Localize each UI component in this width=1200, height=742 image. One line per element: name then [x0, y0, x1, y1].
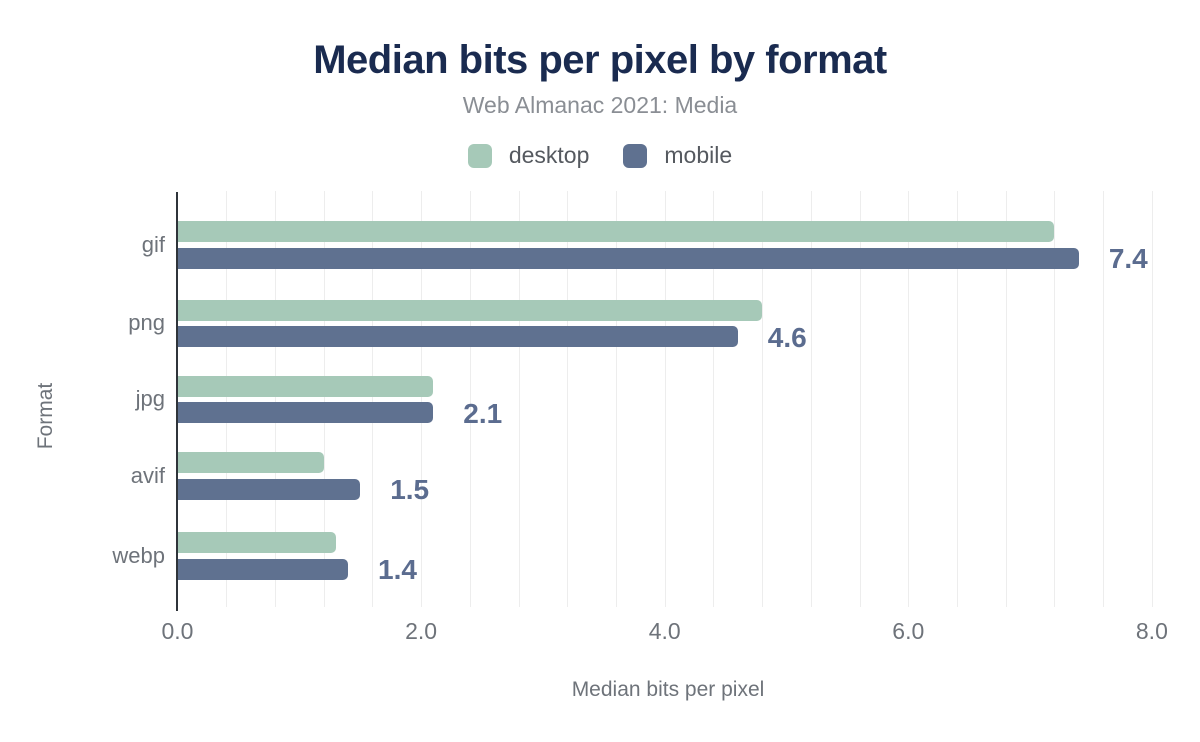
gridline — [664, 191, 666, 607]
gridline — [372, 191, 374, 607]
x-tick-label-8.0: 8.0 — [1135, 618, 1168, 644]
value-label-webp: 1.4 — [378, 554, 417, 586]
gridline — [810, 191, 812, 607]
value-label-png: 4.6 — [767, 321, 807, 353]
value-label-avif: 1.5 — [390, 474, 430, 505]
gridline — [1054, 191, 1056, 607]
legend-item-mobile[interactable]: mobile — [623, 142, 732, 169]
category-label-avif: avif — [130, 462, 165, 488]
bar-desktop-png — [177, 299, 763, 321]
gridline — [1103, 191, 1105, 607]
bar-desktop-webp — [177, 532, 336, 554]
category-label-jpg: jpg — [135, 386, 165, 412]
chart-title: Median bits per pixel by format — [313, 38, 887, 82]
chart-subtitle: Web Almanac 2021: Media — [462, 92, 738, 118]
x-axis-title: Median bits per pixel — [571, 678, 765, 701]
bar-mobile-webp — [177, 558, 349, 580]
category-label-webp: webp — [112, 543, 165, 569]
desktop-swatch-icon — [467, 143, 492, 168]
category-label-gif: gif — [141, 231, 165, 257]
gridline — [469, 191, 471, 607]
legend: desktop mobile — [0, 142, 1200, 169]
bar-mobile-png — [177, 326, 738, 347]
gridline — [957, 191, 959, 607]
bar-desktop-jpg — [177, 375, 434, 397]
bar-mobile-jpg — [177, 402, 434, 424]
legend-label-desktop: desktop — [508, 142, 590, 168]
gridline — [1151, 191, 1153, 607]
bar-desktop-avif — [177, 452, 324, 473]
x-tick-label-0.0: 0.0 — [161, 618, 194, 644]
y-axis-title: Format — [34, 382, 57, 450]
gridline — [518, 191, 520, 607]
gridline — [1005, 191, 1007, 607]
x-tick-label-6.0: 6.0 — [892, 618, 925, 644]
legend-label-mobile: mobile — [664, 142, 733, 168]
category-label-png: png — [128, 310, 165, 336]
gridline — [421, 191, 423, 607]
gridline — [908, 191, 910, 607]
gridline — [713, 191, 715, 607]
gridline — [615, 191, 617, 607]
y-axis-line — [176, 192, 178, 611]
gridline — [567, 191, 569, 607]
mobile-swatch-icon — [623, 143, 648, 168]
bar-mobile-gif — [177, 247, 1079, 269]
gridline — [859, 191, 861, 607]
bar-mobile-avif — [177, 478, 361, 500]
bar-desktop-gif — [177, 221, 1055, 242]
legend-item-desktop[interactable]: desktop — [467, 142, 590, 169]
value-label-gif: 7.4 — [1108, 243, 1148, 274]
x-tick-label-4.0: 4.0 — [648, 618, 681, 644]
gridline — [226, 191, 228, 607]
x-tick-label-2.0: 2.0 — [405, 618, 438, 644]
value-label-jpg: 2.1 — [463, 397, 503, 429]
gridline — [323, 191, 325, 607]
gridline — [762, 191, 764, 607]
gridline — [274, 191, 276, 607]
